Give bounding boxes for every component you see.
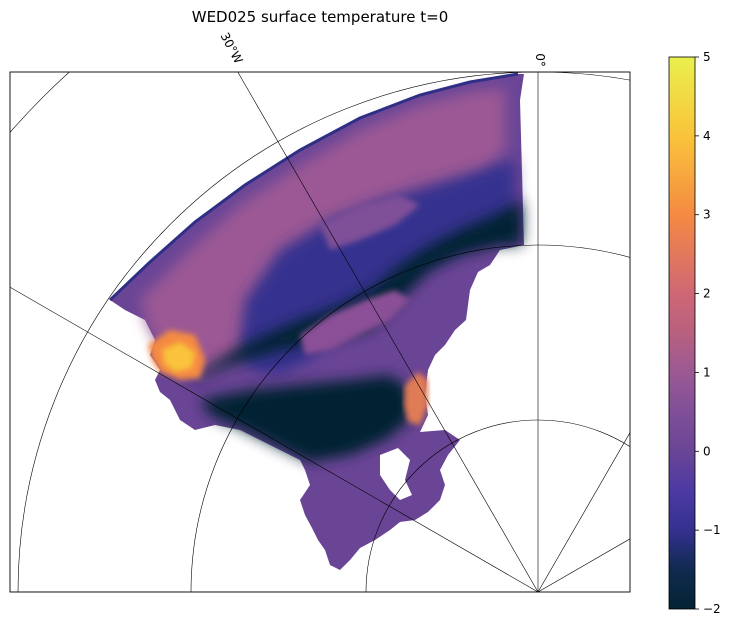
field-ice-cutout	[380, 448, 412, 500]
colorbar: −2 −1 0 1 2 3 4 5	[668, 50, 721, 616]
colorbar-bar	[668, 56, 696, 610]
colorbar-ticks: −2 −1 0 1 2 3 4 5	[695, 50, 721, 616]
field-streak-1	[300, 290, 410, 355]
colorbar-tick-label: 4	[703, 129, 711, 143]
graticule-meridian	[237, 72, 539, 592]
colorbar-tick-label: −1	[703, 523, 721, 537]
graticule-meridian	[10, 286, 539, 592]
field-streak-2	[320, 195, 420, 250]
colorbar-tick-label: 5	[703, 50, 711, 64]
colorbar-tick-label: 2	[703, 287, 711, 301]
chart-title: WED025 surface temperature t=0	[192, 8, 449, 26]
colorbar-tick-label: 3	[703, 208, 711, 222]
meridian-label-0: 0°	[533, 53, 547, 67]
map-frame	[9, 71, 631, 593]
field-rim	[108, 72, 519, 302]
field-hottest-west	[162, 342, 195, 372]
graticule-meridian	[537, 432, 630, 592]
meridian-label-30w: 30°W	[218, 30, 246, 66]
colorbar-tick-label: 0	[703, 444, 711, 458]
field-warm-coast-east	[404, 372, 428, 425]
colorbar-tick-label: 1	[703, 365, 711, 379]
colorbar-tick-label: −2	[703, 602, 721, 616]
temperature-field	[108, 72, 524, 570]
